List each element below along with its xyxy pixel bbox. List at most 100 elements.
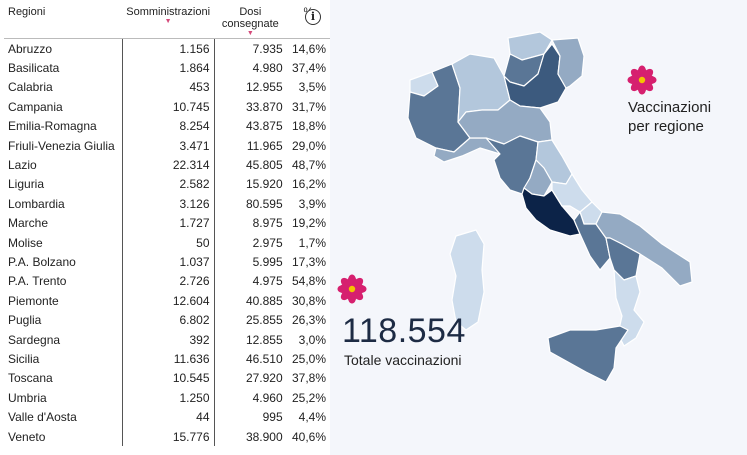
- sort-arrow-icon[interactable]: ▼: [164, 18, 172, 25]
- header-administrations[interactable]: Somministrazioni ▼: [122, 6, 215, 39]
- cell-percent: 3,9%: [298, 196, 326, 211]
- table-row[interactable]: Friuli-Venezia Giulia 3.471 11.965 29,0%: [4, 135, 330, 156]
- cell-administrations: 1.864: [121, 58, 215, 78]
- cell-administrations: 2.582: [121, 174, 215, 195]
- cell-region: Puglia: [8, 313, 42, 328]
- cell-region: Marche: [8, 216, 49, 231]
- cell-administrations: 1.037: [121, 252, 215, 272]
- cell-administrations: 6.802: [121, 310, 215, 330]
- table-row[interactable]: P.A. Bolzano 1.037 5.995 17,3%: [4, 252, 330, 272]
- map-region-sardegna[interactable]: [449, 229, 485, 331]
- cell-region: Lombardia: [8, 196, 65, 211]
- table-row[interactable]: Sardegna 392 12.855 3,0%: [4, 329, 330, 350]
- header-regions[interactable]: Regioni: [4, 6, 123, 39]
- cell-region: Emilia-Romagna: [8, 119, 97, 134]
- cell-percent: 3,0%: [298, 332, 326, 347]
- cell-percent: 40,6%: [291, 429, 326, 444]
- table-row[interactable]: Valle d'Aosta 44 995 4,4%: [4, 407, 330, 427]
- cell-doses: 45.805: [245, 158, 283, 173]
- cell-region: Abruzzo: [8, 41, 53, 56]
- cell-region: Basilicata: [8, 61, 60, 76]
- table-row[interactable]: Calabria 453 12.955 3,5%: [4, 77, 330, 98]
- cell-doses: 8.975: [252, 216, 283, 231]
- info-icon[interactable]: i: [305, 9, 321, 25]
- cell-administrations: 11.636: [121, 349, 215, 369]
- cell-doses: 43.875: [245, 119, 283, 134]
- table-row[interactable]: Piemonte 12.604 40.885 30,8%: [4, 291, 330, 311]
- table-row[interactable]: Lazio 22.314 45.805 48,7%: [4, 155, 330, 175]
- table-row[interactable]: Toscana 10.545 27.920 37,8%: [4, 368, 330, 389]
- table-row[interactable]: Abruzzo 1.156 7.935 14,6%: [4, 38, 330, 59]
- cell-percent: 26,3%: [291, 313, 326, 328]
- table-row[interactable]: Campania 10.745 33.870 31,7%: [4, 97, 330, 117]
- cell-region: Molise: [8, 235, 43, 250]
- table-body: Abruzzo 1.156 7.935 14,6% Basilicata 1.864 4.9…: [4, 38, 330, 447]
- cell-doses: 15.920: [245, 177, 283, 192]
- cell-administrations: 10.745: [121, 97, 215, 117]
- cell-doses: 5.995: [252, 254, 283, 269]
- italy-map: [407, 31, 693, 383]
- cell-percent: 19,2%: [291, 216, 326, 231]
- cell-administrations: 1.727: [121, 213, 215, 233]
- header-doses[interactable]: Dosi consegnate ▼: [214, 6, 287, 39]
- table-row[interactable]: Molise 50 2.975 1,7%: [4, 232, 330, 253]
- cell-percent: 16,2%: [291, 177, 326, 192]
- flower-icon: [337, 274, 367, 304]
- table-header-row: Regioni Somministrazioni ▼ Dosi consegna…: [4, 6, 330, 39]
- cell-region: Sicilia: [8, 351, 40, 366]
- cell-percent: 54,8%: [291, 274, 326, 289]
- cell-doses: 4.980: [252, 61, 283, 76]
- cell-administrations: 3.126: [121, 194, 215, 214]
- cell-percent: 48,7%: [291, 158, 326, 173]
- region-table-panel: Regioni Somministrazioni ▼ Dosi consegna…: [0, 0, 330, 455]
- cell-percent: 37,8%: [291, 371, 326, 386]
- cell-administrations: 453: [121, 77, 215, 98]
- cell-doses: 33.870: [245, 99, 283, 114]
- table-row[interactable]: Veneto 15.776 38.900 40,6%: [4, 426, 330, 447]
- cell-doses: 40.885: [245, 293, 283, 308]
- cell-doses: 27.920: [245, 371, 283, 386]
- cell-administrations: 10.545: [121, 368, 215, 389]
- cell-percent: 1,7%: [298, 235, 326, 250]
- cell-region: P.A. Trento: [8, 274, 67, 289]
- cell-percent: 18,8%: [291, 119, 326, 134]
- cell-doses: 4.975: [252, 274, 283, 289]
- table-row[interactable]: Liguria 2.582 15.920 16,2%: [4, 174, 330, 195]
- table-row[interactable]: Puglia 6.802 25.855 26,3%: [4, 310, 330, 330]
- cell-doses: 25.855: [245, 313, 283, 328]
- cell-region: Lazio: [8, 158, 37, 173]
- cell-administrations: 15.776: [121, 426, 215, 447]
- sort-arrow-icon[interactable]: ▼: [246, 30, 254, 37]
- cell-administrations: 12.604: [121, 291, 215, 311]
- map-title-line1: Vaccinazioni: [628, 99, 712, 116]
- cell-doses: 80.595: [245, 196, 283, 211]
- table-row[interactable]: Basilicata 1.864 4.980 37,4%: [4, 58, 330, 78]
- cell-region: Friuli-Venezia Giulia: [8, 138, 115, 153]
- cell-doses: 995: [262, 410, 283, 425]
- table-row[interactable]: Sicilia 11.636 46.510 25,0%: [4, 349, 330, 369]
- cell-doses: 46.510: [245, 351, 283, 366]
- cell-doses: 7.935: [252, 41, 283, 56]
- cell-administrations: 22.314: [121, 155, 215, 175]
- cell-doses: 4.960: [252, 390, 283, 405]
- cell-region: Umbria: [8, 390, 47, 405]
- cell-region: Toscana: [8, 371, 53, 386]
- table-row[interactable]: Umbria 1.250 4.960 25,2%: [4, 388, 330, 408]
- cell-administrations: 8.254: [121, 116, 215, 136]
- map-region-friuli[interactable]: [551, 37, 585, 89]
- table-row[interactable]: Lombardia 3.126 80.595 3,9%: [4, 194, 330, 214]
- total-vaccinations-label: Totale vaccinazioni: [344, 352, 462, 368]
- cell-region: Campania: [8, 99, 63, 114]
- map-region-sicilia[interactable]: [547, 325, 629, 383]
- cell-region: Valle d'Aosta: [8, 410, 77, 425]
- cell-percent: 3,5%: [298, 80, 326, 95]
- cell-region: Sardegna: [8, 332, 61, 347]
- cell-administrations: 1.156: [121, 38, 215, 59]
- table-row[interactable]: P.A. Trento 2.726 4.975 54,8%: [4, 271, 330, 292]
- cell-percent: 17,3%: [291, 254, 326, 269]
- table-row[interactable]: Emilia-Romagna 8.254 43.875 18,8%: [4, 116, 330, 136]
- table-row[interactable]: Marche 1.727 8.975 19,2%: [4, 213, 330, 233]
- cell-percent: 14,6%: [291, 41, 326, 56]
- cell-doses: 12.855: [245, 332, 283, 347]
- cell-region: Piemonte: [8, 293, 59, 308]
